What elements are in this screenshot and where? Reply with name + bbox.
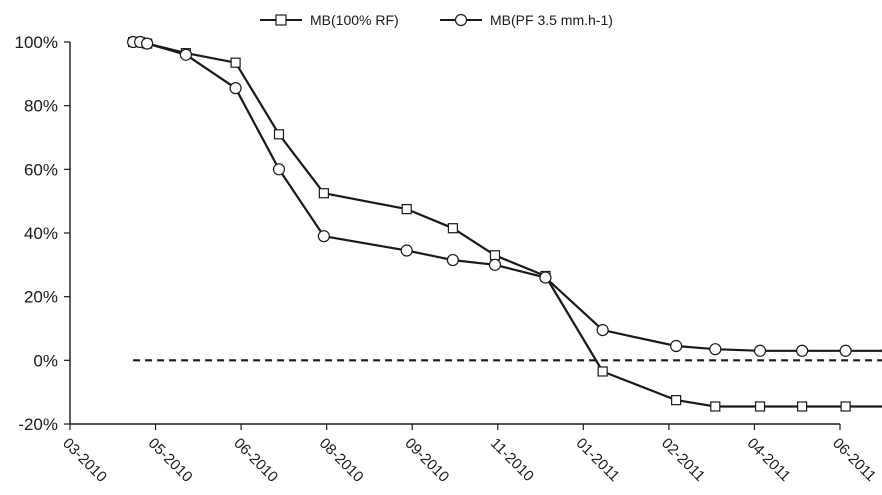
data-point-square xyxy=(671,395,682,406)
series-line xyxy=(133,40,882,408)
data-point-circle xyxy=(596,323,609,337)
series-line xyxy=(133,40,882,352)
data-point-square xyxy=(273,129,285,140)
legend-label-mb-pf: MB(PF 3.5 mm.h-1) xyxy=(490,12,613,28)
data-point-circle xyxy=(709,343,722,356)
y-tick-label: 60% xyxy=(24,160,58,179)
x-tick-label: 05-2010 xyxy=(145,435,196,486)
data-point-circle xyxy=(839,344,852,357)
series-mb-100-rf xyxy=(128,36,882,412)
data-point-circle xyxy=(141,37,154,50)
x-tick-label: 06-2011 xyxy=(829,435,879,485)
x-tick-label: 08-2010 xyxy=(316,435,367,486)
series-group xyxy=(127,35,882,412)
data-point-square xyxy=(230,57,241,68)
y-axis-ticks: 100% 80% 60% 40% 20% 0% -20% xyxy=(15,33,70,434)
data-point-square xyxy=(318,188,329,199)
x-tick-label: 06-2010 xyxy=(230,435,281,486)
legend-label-mb-100-rf: MB(100% RF) xyxy=(310,12,399,28)
data-point-circle xyxy=(229,82,242,95)
data-point-square xyxy=(710,401,721,412)
data-point-square xyxy=(754,401,766,412)
series-mb-pf xyxy=(127,35,882,357)
data-point-square xyxy=(840,401,851,412)
data-point-circle xyxy=(488,258,502,271)
legend-circle-marker xyxy=(454,13,468,27)
x-tick-label: 09-2010 xyxy=(401,435,452,486)
data-point-square xyxy=(401,204,412,215)
data-point-circle xyxy=(179,48,193,61)
data-point-square xyxy=(489,250,501,261)
data-point-square xyxy=(597,366,608,377)
data-point-square xyxy=(797,401,808,412)
x-tick-label: 11-2010 xyxy=(487,435,537,485)
data-point-circle xyxy=(753,344,767,357)
y-tick-label: 100% xyxy=(15,33,58,52)
y-tick-label: 20% xyxy=(24,288,58,307)
data-point-circle xyxy=(796,344,809,357)
y-tick-label: 0% xyxy=(33,351,58,370)
y-tick-label: 40% xyxy=(24,224,58,243)
data-point-square xyxy=(447,223,458,234)
data-point-circle xyxy=(317,230,330,243)
legend-square-marker xyxy=(275,14,287,26)
x-tick-label: 03-2010 xyxy=(59,435,110,486)
data-point-circle xyxy=(539,271,552,284)
x-tick-label: 02-2011 xyxy=(658,435,708,485)
data-point-circle xyxy=(400,244,413,257)
y-tick-label: -20% xyxy=(18,415,58,434)
y-tick-label: 80% xyxy=(24,97,58,116)
data-point-circle xyxy=(446,253,459,267)
legend: MB(100% RF) MB(PF 3.5 mm.h-1) xyxy=(260,12,613,28)
data-point-circle xyxy=(272,163,286,176)
data-point-circle xyxy=(670,339,683,353)
x-axis-ticks: 03-2010 05-2010 06-2010 08-2010 09-2010 11-20… xyxy=(59,424,879,486)
x-tick-label: 04-2011 xyxy=(744,435,794,485)
x-tick-label: 01-2011 xyxy=(573,435,623,485)
